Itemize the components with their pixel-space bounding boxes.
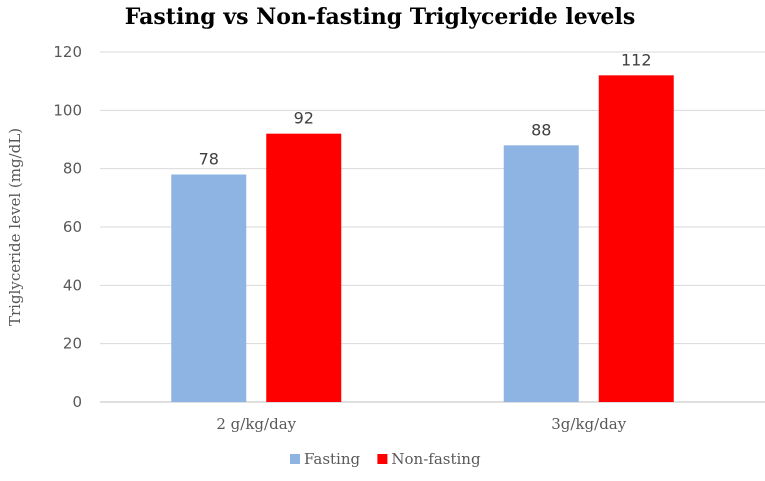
data-label: 78 <box>199 150 219 169</box>
y-axis-ticks: 0 20 40 60 80 100 120 <box>53 43 82 411</box>
y-tick-label: 0 <box>72 393 82 411</box>
y-axis-label: Triglyceride level (mg/dL) <box>6 128 24 326</box>
x-axis-categories: 2 g/kg/day 3g/kg/day <box>216 415 626 433</box>
y-tick-label: 40 <box>63 276 82 294</box>
bars: 78 92 88 112 <box>171 50 674 403</box>
data-label: 88 <box>531 120 551 139</box>
y-tick-label: 120 <box>53 43 82 61</box>
data-label: 92 <box>294 109 314 128</box>
bar-non-fasting <box>266 133 342 402</box>
bar-fasting <box>171 174 247 402</box>
y-tick-label: 80 <box>63 160 82 178</box>
bar-non-fasting <box>598 75 674 402</box>
y-tick-label: 20 <box>63 335 82 353</box>
x-category-label: 3g/kg/day <box>551 415 626 433</box>
legend: Fasting Non-fasting <box>290 450 481 468</box>
bar-fasting <box>503 145 579 403</box>
legend-label: Fasting <box>304 450 361 468</box>
legend-label: Non-fasting <box>391 450 481 468</box>
y-tick-label: 60 <box>63 218 82 236</box>
legend-swatch <box>377 454 388 464</box>
legend-swatch <box>290 454 300 464</box>
chart-title: Fasting vs Non-fasting Triglyceride leve… <box>125 4 636 30</box>
y-tick-label: 100 <box>53 101 82 119</box>
x-category-label: 2 g/kg/day <box>216 415 296 433</box>
data-label: 112 <box>621 50 652 69</box>
